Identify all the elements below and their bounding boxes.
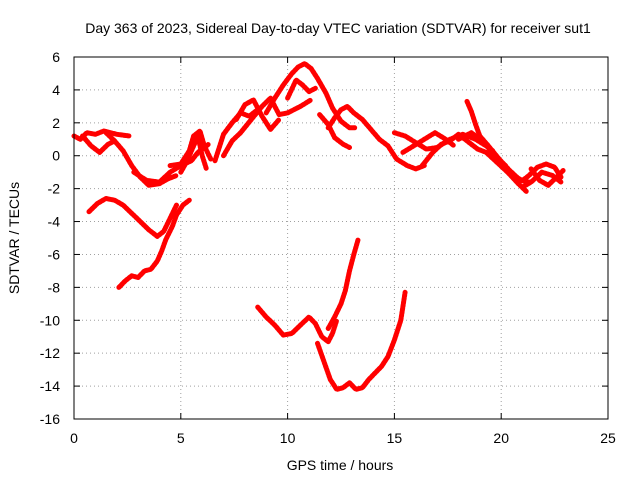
y-tick-label: 2 <box>52 115 60 131</box>
y-axis-label: SDTVAR / TECUs <box>6 182 22 294</box>
y-tick-label: -14 <box>40 378 60 394</box>
plot-frame <box>73 56 609 420</box>
y-tick-label: 4 <box>52 82 60 98</box>
data-series-arc-18 <box>456 130 508 169</box>
x-tick-label: 0 <box>70 430 78 446</box>
x-axis-ticks: 0 5 10 15 20 25 <box>70 57 616 446</box>
y-tick-label: -12 <box>40 345 60 361</box>
data-series-arc-9 <box>233 97 282 132</box>
y-tick-label: -16 <box>40 411 60 427</box>
y-tick-label: -6 <box>48 246 61 262</box>
y-tick-label: -10 <box>40 312 60 328</box>
plot-area <box>71 61 566 392</box>
data-series-arc-19 <box>509 161 564 183</box>
data-series-arc-1 <box>71 128 132 142</box>
data-series-arc-5 <box>167 128 214 169</box>
y-tick-label: -8 <box>48 279 61 295</box>
data-series-arc-25 <box>315 289 408 392</box>
data-series-arc-22 <box>86 196 179 239</box>
x-tick-label: 10 <box>280 430 296 446</box>
gridlines <box>74 57 608 419</box>
y-tick-label: 0 <box>52 148 60 164</box>
y-axis-ticks: -16 -14 -12 -10 -8 -6 -4 -2 0 2 4 6 <box>40 49 608 427</box>
data-series-arc-23 <box>116 197 192 290</box>
y-tick-label: 6 <box>52 49 60 65</box>
data-series-arc-24 <box>255 304 340 345</box>
data-series-arc-6 <box>178 133 209 175</box>
data-series-arc-16 <box>419 131 530 195</box>
data-series-arc-2 <box>80 133 118 155</box>
y-tick-label: -2 <box>48 181 61 197</box>
x-tick-label: 5 <box>177 430 185 446</box>
data-series-arc-8 <box>221 95 314 159</box>
data-series-arc-13 <box>325 103 427 172</box>
data-series-arc-4 <box>131 141 212 185</box>
data-series-arc-11 <box>285 77 318 101</box>
data-series-arc-12 <box>317 112 352 150</box>
x-tick-label: 20 <box>493 430 509 446</box>
data-series-arc-26 <box>325 237 361 331</box>
x-tick-label: 15 <box>387 430 403 446</box>
x-axis-label: GPS time / hours <box>287 457 394 473</box>
data-series-arc-10 <box>263 61 359 131</box>
chart-title: Day 363 of 2023, Sidereal Day-to-day VTE… <box>85 20 591 36</box>
x-tick-label: 25 <box>600 430 616 446</box>
y-tick-label: -4 <box>48 214 61 230</box>
data-series-arc-21 <box>528 166 566 188</box>
